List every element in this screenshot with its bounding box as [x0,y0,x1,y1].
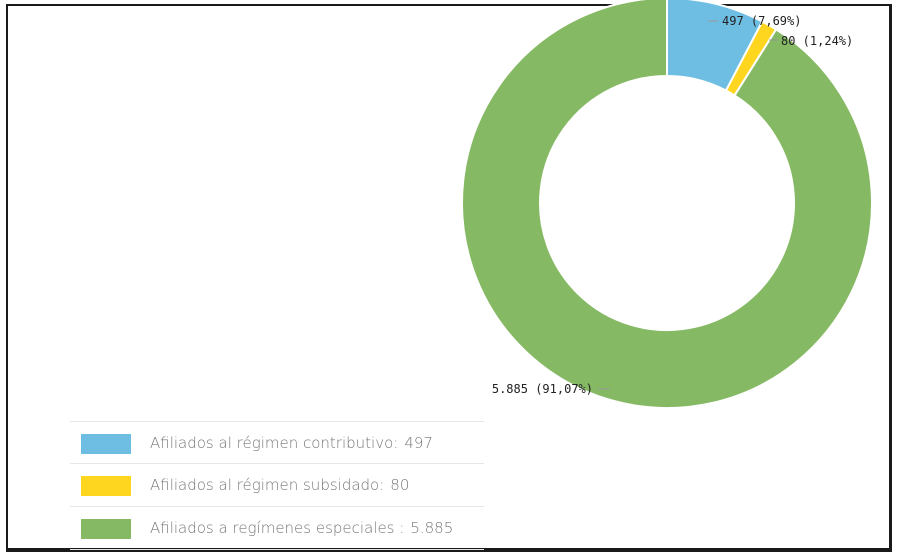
legend: Afiliados al régimen contributivo: 497 Af… [70,421,484,550]
legend-swatch-contributivo [81,434,131,454]
legend-swatch-subsidado [81,476,131,496]
legend-label-text: Afiliados al régimen contributivo: [150,434,398,452]
legend-value: 497 [404,434,433,452]
donut-slices [462,0,872,408]
legend-item-subsidado: Afiliados al régimen subsidado: 80 [70,464,484,507]
legend-label: Afiliados al régimen contributivo: 497 [150,434,433,452]
slice-especiales [462,0,872,408]
data-label-contributivo: 497 (7,69%) [722,14,801,28]
legend-label: Afiliados al régimen subsidado: 80 [150,476,409,494]
legend-label-text: Afiliados a regímenes especiales : [150,519,404,537]
legend-label: Afiliados a regímenes especiales : 5.885 [150,519,453,537]
legend-swatch-especiales [81,519,131,539]
data-label-subsidado: 80 (1,24%) [781,34,853,48]
legend-value: 80 [390,476,409,494]
data-label-especiales: 5.885 (91,07%) [492,382,593,396]
legend-item-especiales: Afiliados a regímenes especiales : 5.885 [70,507,484,550]
legend-value: 5.885 [410,519,453,537]
legend-item-contributivo: Afiliados al régimen contributivo: 497 [70,421,484,464]
legend-label-text: Afiliados al régimen subsidado: [150,476,384,494]
